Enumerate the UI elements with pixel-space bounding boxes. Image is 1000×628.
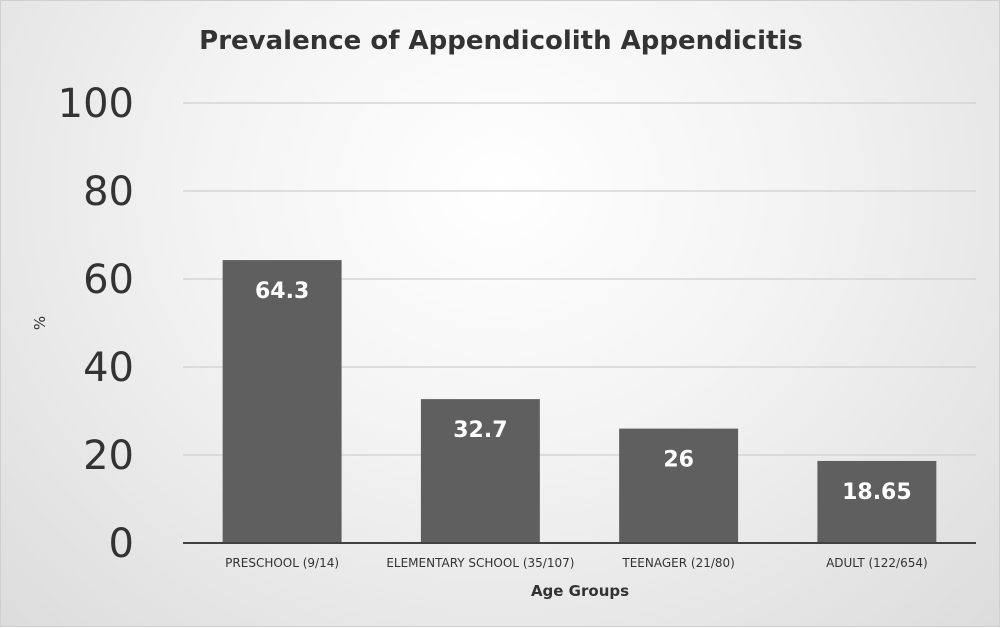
x-tick-label: ELEMENTARY SCHOOL (35/107)	[386, 556, 574, 570]
y-tick-label: 40	[83, 345, 134, 391]
bar	[222, 260, 342, 543]
bar	[420, 399, 540, 543]
y-axis-label: %	[31, 316, 49, 330]
data-label: 32.7	[453, 418, 507, 443]
y-tick-label: 100	[58, 81, 134, 127]
x-axis-label: Age Groups	[531, 582, 629, 600]
data-labels: 64.3 32.7 26 18.65	[255, 279, 912, 505]
x-tick-label: TEENAGER (21/80)	[621, 556, 734, 570]
y-tick-label: 80	[83, 169, 134, 215]
x-axis-ticks: PRESCHOOL (9/14) ELEMENTARY SCHOOL (35/10…	[225, 556, 928, 570]
y-tick-label: 0	[109, 521, 134, 567]
y-tick-label: 60	[83, 257, 134, 303]
data-label: 64.3	[255, 279, 309, 304]
data-label: 26	[663, 448, 694, 473]
x-tick-label: PRESCHOOL (9/14)	[225, 556, 339, 570]
y-tick-label: 20	[83, 433, 134, 479]
bars	[222, 260, 937, 543]
chart-title: Prevalence of Appendicolith Appendicitis	[199, 26, 803, 56]
data-label: 18.65	[842, 480, 912, 505]
bar	[817, 460, 937, 543]
x-tick-label: ADULT (122/654)	[826, 556, 928, 570]
bar	[619, 428, 739, 543]
y-axis-ticks: 0 20 40 60 80 100	[58, 81, 134, 567]
